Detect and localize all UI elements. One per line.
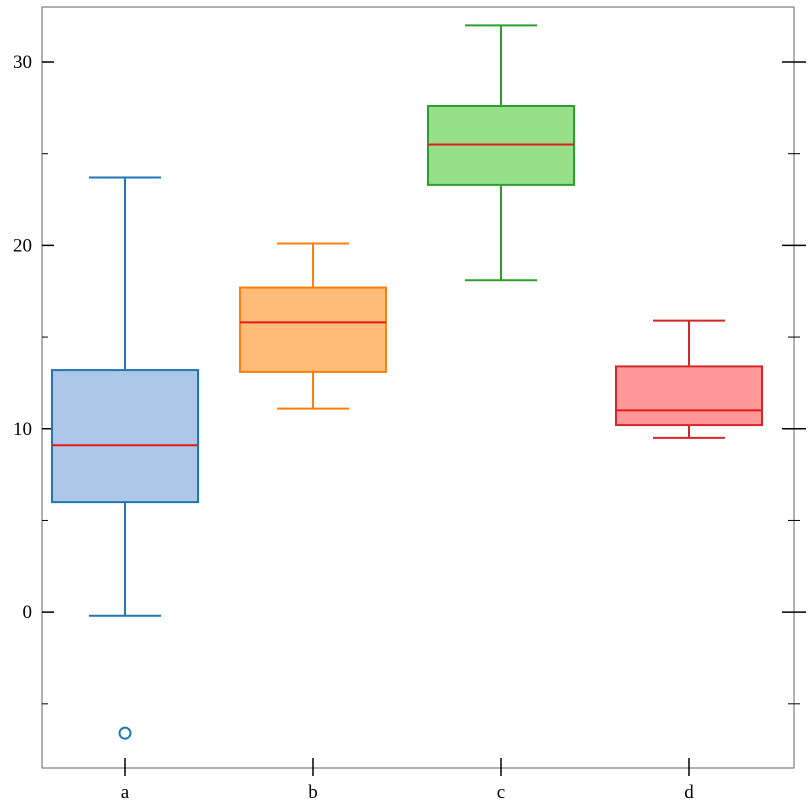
x-tick-label: b: [308, 782, 318, 803]
x-tick-label: a: [121, 782, 130, 803]
iqr-box: [239, 286, 387, 373]
box-c: [427, 24, 575, 282]
box-series: [51, 24, 763, 740]
y-tick-label: 20: [13, 235, 32, 256]
box-a: [51, 176, 199, 740]
x-axis: a b c d: [121, 758, 694, 803]
y-tick-label: 10: [13, 419, 32, 440]
y-tick-label: 0: [23, 602, 33, 623]
y-axis: 0 10 20 30: [13, 52, 806, 705]
box-b: [239, 242, 387, 410]
y-tick-label: 30: [13, 52, 32, 73]
plot-frame: [41, 6, 795, 769]
box-d: [615, 319, 763, 439]
x-tick-label: d: [684, 782, 694, 803]
iqr-box: [51, 369, 199, 504]
x-tick-label: c: [497, 782, 505, 803]
outlier-point: [118, 726, 132, 740]
iqr-box: [615, 365, 763, 427]
